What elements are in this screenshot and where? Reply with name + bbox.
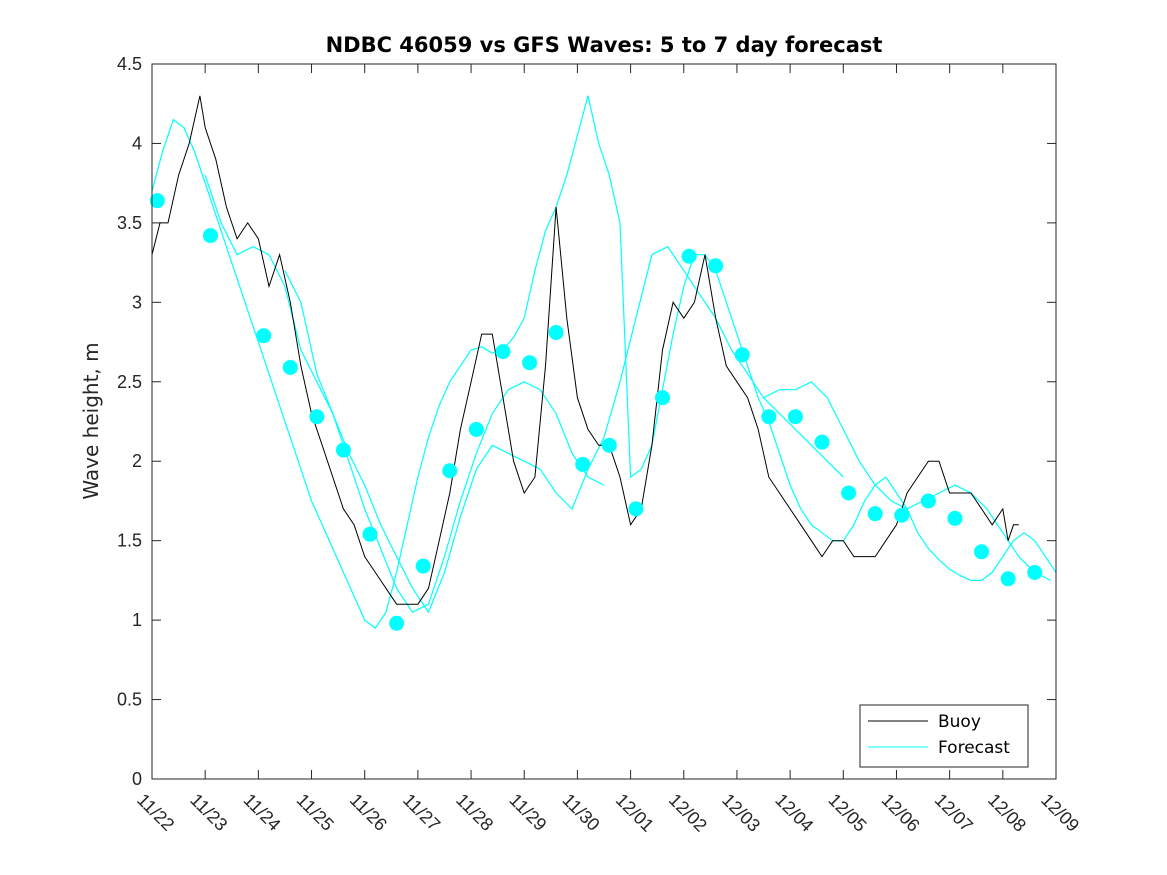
y-tick-label: 0 [132, 769, 142, 789]
forecast-marker [495, 344, 511, 360]
forecast-marker [335, 442, 351, 458]
y-tick-label: 4 [132, 133, 142, 153]
forecast-marker [974, 544, 990, 560]
forecast-marker [362, 526, 378, 542]
y-tick-label: 1 [132, 610, 142, 630]
forecast-marker [1027, 564, 1043, 580]
forecast-marker [282, 359, 298, 375]
y-axis-label: Wave height, m [79, 342, 103, 499]
plot-frame [151, 63, 1057, 780]
forecast-marker [1000, 571, 1016, 587]
forecast-marker [814, 434, 830, 450]
legend-box [859, 704, 1029, 768]
forecast-marker [256, 328, 272, 344]
forecast-marker [681, 248, 697, 264]
forecast-line [284, 245, 844, 614]
forecast-marker [841, 485, 857, 501]
forecast-line [151, 95, 1057, 629]
chart-title: NDBC 46059 vs GFS Waves: 5 to 7 day fore… [326, 33, 883, 57]
forecast-marker [601, 437, 617, 453]
forecast-marker [468, 421, 484, 437]
forecast-marker [442, 463, 458, 479]
y-tick-label: 0.5 [117, 690, 142, 710]
y-tick-label: 2 [132, 451, 142, 471]
y-tick-label: 3 [132, 292, 142, 312]
forecast-marker [761, 409, 777, 425]
forecast-marker [787, 409, 803, 425]
forecast-marker [734, 347, 750, 363]
forecast-marker [575, 456, 591, 472]
legend-buoy-label: Buoy [938, 712, 981, 732]
plot-area [152, 64, 1056, 779]
forecast-marker [548, 325, 564, 341]
forecast-marker [522, 355, 538, 371]
forecast-marker [415, 558, 431, 574]
legend: Buoy Forecast [859, 704, 1029, 768]
forecast-marker [920, 493, 936, 509]
forecast-marker [389, 615, 405, 631]
forecast-marker [894, 507, 910, 523]
forecast-line [763, 381, 1051, 581]
y-tick-label: 1.5 [117, 531, 142, 551]
forecast-marker [654, 390, 670, 406]
forecast-marker [947, 510, 963, 526]
forecast-marker [309, 409, 325, 425]
forecast-marker [708, 258, 724, 274]
y-tick-label: 3.5 [117, 213, 142, 233]
forecast-line [204, 175, 605, 613]
forecast-marker [149, 193, 165, 209]
buoy-line [151, 95, 1019, 605]
y-tick-label: 4.5 [117, 54, 142, 74]
forecast-marker [628, 501, 644, 517]
series-layer [149, 95, 1057, 631]
y-tick-label: 2.5 [117, 372, 142, 392]
forecast-marker [867, 506, 883, 522]
forecast-marker [202, 228, 218, 244]
legend-forecast-label: Forecast [938, 738, 1010, 758]
